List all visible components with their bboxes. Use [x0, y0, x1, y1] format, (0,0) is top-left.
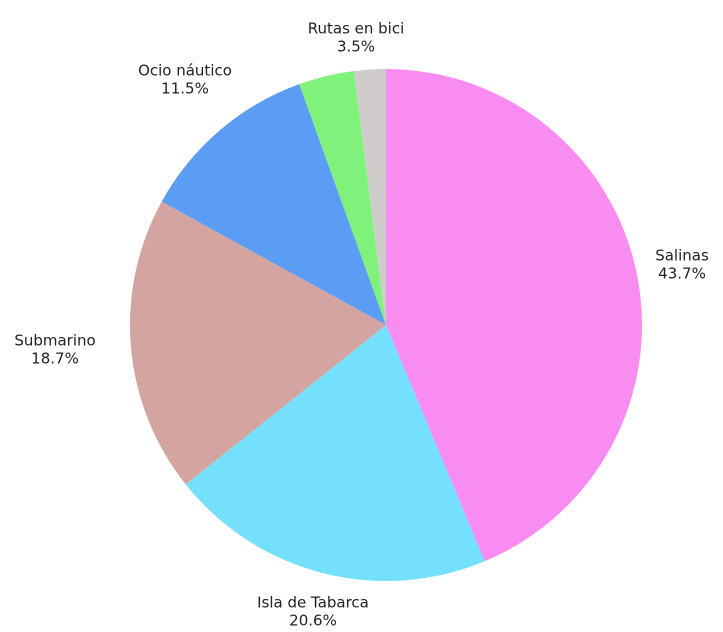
slice-value-label: 3.5%: [337, 38, 375, 56]
slice-label: Submarino: [14, 332, 95, 350]
slice-value-label: 20.6%: [289, 612, 337, 629]
slice-label: Ocio náutico: [138, 62, 232, 80]
slice-label: Salinas: [655, 247, 709, 265]
slice-value-label: 18.7%: [31, 350, 79, 368]
slice-label: Isla de Tabarca: [257, 594, 369, 612]
slice-value-label: 11.5%: [161, 80, 209, 98]
pie-slice: [129, 201, 386, 485]
pie-slice: [299, 71, 386, 325]
slice-label: Rutas en bici: [308, 20, 405, 38]
pie-slice: [185, 325, 485, 582]
pie-slice: [353, 69, 386, 325]
slice-value-label: 43.7%: [658, 265, 706, 283]
pie-slice: [386, 69, 642, 562]
pie-slice: [161, 84, 386, 325]
